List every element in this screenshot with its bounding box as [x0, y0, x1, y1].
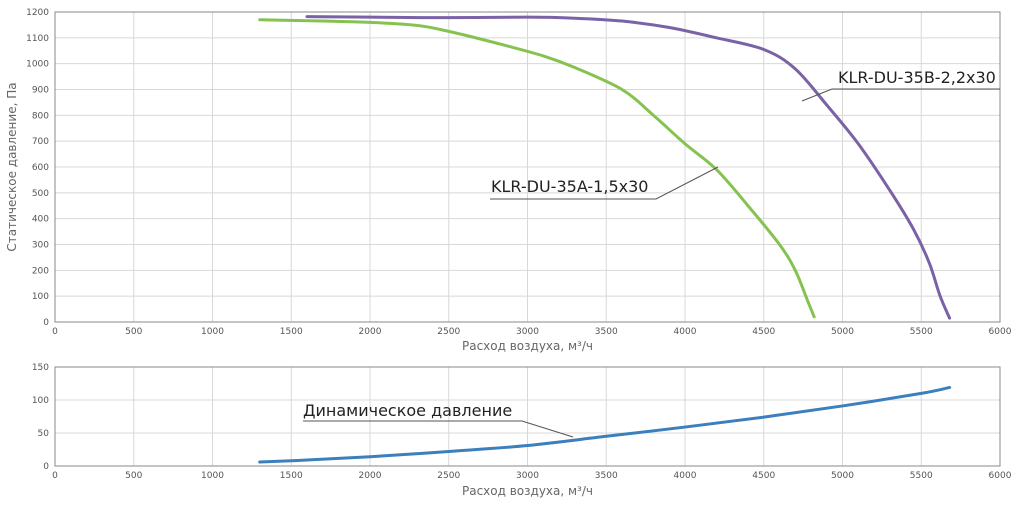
x-tick-label: 3500	[595, 471, 618, 481]
y-axis-label: Статическое давление, Па	[5, 82, 19, 251]
x-tick-label: 5000	[831, 471, 854, 481]
x-tick-label: 1500	[280, 471, 303, 481]
x-tick-label: 4000	[674, 471, 697, 481]
x-tick-label: 5500	[910, 327, 933, 337]
plot-frame	[54, 11, 1001, 323]
x-tick-label: 3000	[516, 327, 539, 337]
x-axis-label: Расход воздуха, м³/ч	[462, 484, 593, 498]
x-tick-label: 2500	[437, 327, 460, 337]
x-tick-label: 0	[52, 327, 58, 337]
y-tick-label: 900	[32, 86, 49, 96]
x-tick-label: 5000	[831, 327, 854, 337]
plot-frame	[54, 366, 1001, 467]
series-line-klr-du-35b	[305, 15, 952, 320]
series-line-klr-du-35a	[258, 18, 816, 319]
x-tick-label: 5500	[910, 471, 933, 481]
x-tick-label: 2500	[437, 471, 460, 481]
x-tick-label: 2000	[359, 471, 382, 481]
annotation-leader-line	[801, 88, 1000, 102]
y-tick-label: 150	[32, 363, 49, 373]
x-tick-label: 3000	[516, 471, 539, 481]
x-tick-label: 1000	[201, 471, 224, 481]
x-tick-label: 3500	[595, 327, 618, 337]
x-tick-label: 6000	[989, 327, 1012, 337]
x-tick-label: 1000	[201, 327, 224, 337]
y-tick-label: 1000	[26, 60, 49, 70]
series-line-dynamic-pressure	[258, 385, 952, 464]
x-tick-label: 4500	[752, 471, 775, 481]
series-annotation-label: Динамическое давление	[303, 401, 512, 420]
y-tick-label: 100	[32, 292, 49, 302]
y-tick-label: 100	[32, 396, 49, 406]
x-tick-label: 6000	[989, 471, 1012, 481]
y-tick-label: 0	[43, 462, 49, 472]
y-tick-label: 50	[38, 429, 50, 439]
y-tick-label: 700	[32, 137, 49, 147]
series-annotation-label: KLR-DU-35B-2,2x30	[838, 68, 996, 87]
y-tick-label: 1200	[26, 8, 49, 18]
y-tick-label: 800	[32, 111, 49, 121]
x-tick-label: 4000	[674, 327, 697, 337]
annotation-leader-line	[490, 166, 719, 200]
y-tick-label: 0	[43, 318, 49, 328]
x-tick-label: 2000	[359, 327, 382, 337]
dynamic-pressure-chart: 0 500 1000 1500 2000 2500 3000 3500 4000 4500 5000…	[32, 363, 1012, 498]
y-tick-label: 200	[32, 266, 49, 276]
series-annotation-label: KLR-DU-35A-1,5x30	[491, 177, 648, 196]
x-tick-label: 0	[52, 471, 58, 481]
x-axis-label: Расход воздуха, м³/ч	[462, 339, 593, 353]
y-tick-label: 1100	[26, 34, 49, 44]
x-tick-label: 500	[125, 471, 142, 481]
x-tick-label: 4500	[752, 327, 775, 337]
y-tick-label: 400	[32, 215, 49, 225]
static-pressure-chart: 0 500 1000 1500 2000 2500 3000 3500 4000 4500 5000…	[5, 8, 1012, 353]
y-tick-label: 300	[32, 241, 49, 251]
y-tick-label: 500	[32, 189, 49, 199]
x-tick-label: 500	[125, 327, 142, 337]
x-tick-label: 1500	[280, 327, 303, 337]
annotation-leader-line	[303, 420, 574, 438]
y-tick-label: 600	[32, 163, 49, 173]
